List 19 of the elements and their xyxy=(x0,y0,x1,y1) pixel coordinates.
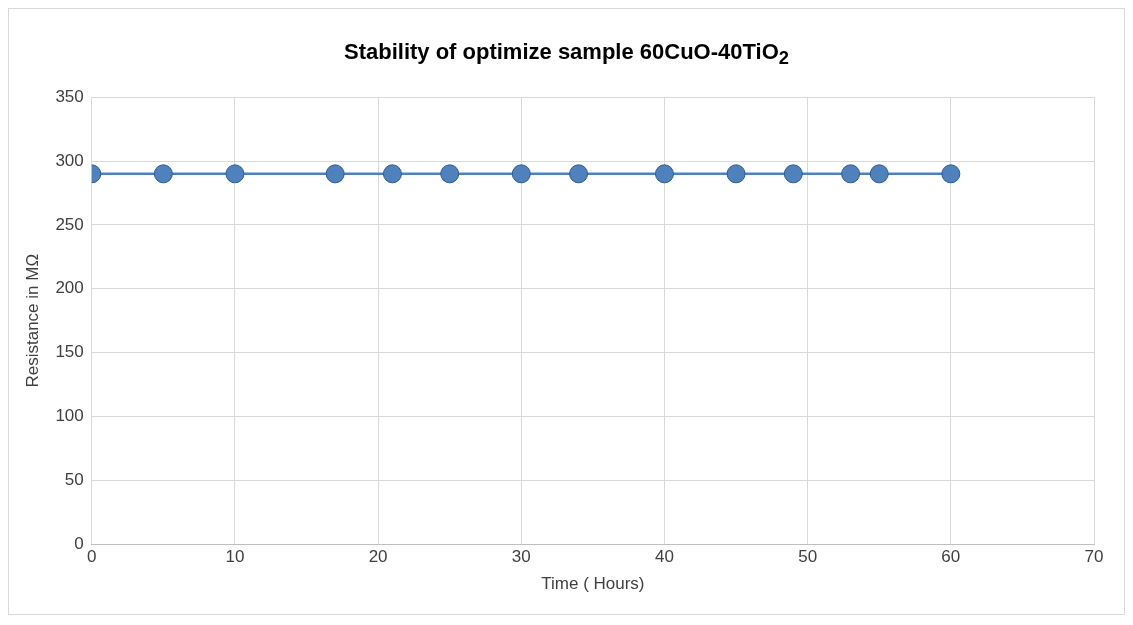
x-tick-label: 50 xyxy=(798,547,818,567)
x-tick-label: 30 xyxy=(511,547,531,567)
x-axis-title: Time ( Hours) xyxy=(541,574,645,594)
y-tick-label: 100 xyxy=(55,406,84,426)
x-tick-label: 70 xyxy=(1084,547,1104,567)
x-tick-label: 10 xyxy=(225,547,245,567)
y-tick-label: 200 xyxy=(55,278,84,298)
y-axis-title: Resistance in MΩ xyxy=(22,253,42,388)
x-tick-label: 40 xyxy=(655,547,674,567)
y-tick-label: 350 xyxy=(55,86,84,106)
y-tick-label: 150 xyxy=(55,342,84,362)
x-tick-label: 0 xyxy=(87,547,97,567)
chart-title: Stability of optimize sample 60CuO-40TiO$_{2}$ xyxy=(343,39,790,70)
y-tick-label: 250 xyxy=(55,214,84,234)
y-tick-label: 50 xyxy=(64,470,84,490)
x-tick-label: 60 xyxy=(941,547,961,567)
y-tick-label: 300 xyxy=(55,150,84,170)
y-tick-label: 0 xyxy=(74,533,84,553)
x-tick-label: 20 xyxy=(368,547,388,567)
